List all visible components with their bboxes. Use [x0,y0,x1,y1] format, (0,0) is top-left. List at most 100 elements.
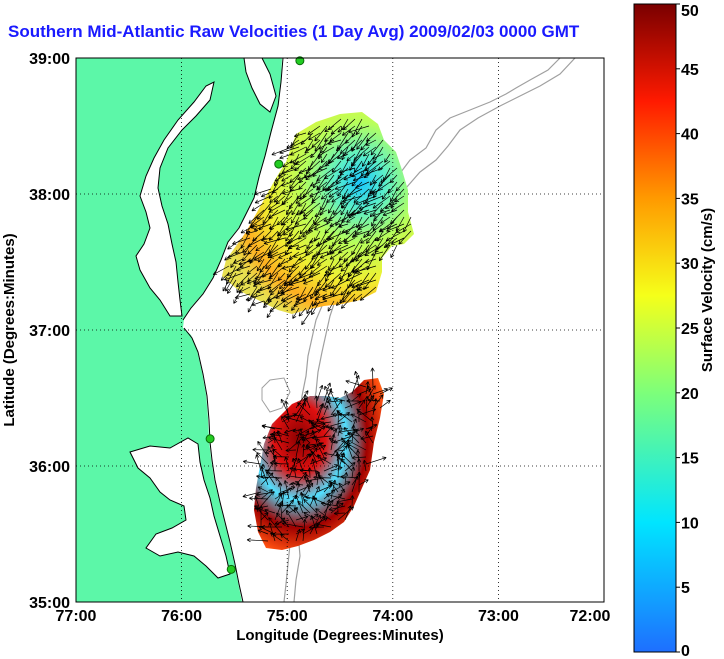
velocity-vector [337,424,342,437]
velocity-vector [279,146,300,155]
velocity-vector [384,202,398,210]
velocity-vector [303,498,318,514]
velocity-vector [285,230,293,242]
velocity-vector [326,397,332,409]
velocity-vector [299,216,314,235]
velocity-vector [293,300,307,307]
y-tick-label: 37:00 [29,323,70,340]
pamlico-sound [129,437,231,579]
plot-frame [75,57,605,603]
velocity-vector [245,230,258,236]
velocity-vector [303,279,314,285]
velocity-vector [324,125,335,133]
velocity-vector [313,300,328,306]
velocity-vector [302,230,314,238]
velocity-vector [319,195,328,211]
velocity-vector [251,202,265,212]
velocity-vector [276,223,293,237]
velocity-vector [297,402,311,416]
velocity-vector [330,481,339,493]
velocity-vector [372,153,384,160]
velocity-vector [333,511,346,516]
velocity-vector [309,237,321,244]
velocity-vector [301,443,306,458]
velocity-vector [365,423,378,430]
velocity-vector [365,395,375,409]
colorbar-tick-label: 25 [681,321,699,338]
velocity-vector [380,216,391,224]
velocity-vector [318,475,332,486]
velocity-vector [243,244,251,256]
velocity-vector [371,251,384,257]
velocity-vector [253,223,272,231]
velocity-vector [337,412,350,423]
velocity-vector [292,307,300,319]
velocity-vector [338,251,349,261]
velocity-vector [360,237,370,244]
velocity-vector [312,251,328,258]
velocity-vector [254,272,272,280]
chesapeake-bay [135,81,215,317]
velocity-vector [268,265,286,280]
velocity-vector [252,447,269,452]
velocity-vector [261,424,283,430]
velocity-vector [350,279,363,287]
velocity-vector [277,272,286,281]
velocity-vector [316,444,327,451]
velocity-vector [293,132,307,138]
velocity-vector [288,244,300,250]
radar-station-marker [295,56,305,66]
velocity-vector [348,125,370,134]
velocity-vector [355,279,377,288]
colorbar-tick-label: 50 [681,3,699,20]
velocity-vector [295,441,301,458]
velocity-vector [365,456,387,465]
velocity-vector [359,286,377,301]
radar-station-marker [274,159,284,169]
velocity-vector [390,188,398,202]
velocity-vector [389,174,398,184]
velocity-vector [274,174,286,182]
velocity-vector [351,393,362,402]
velocity-vector [291,258,307,268]
velocity-vector [328,258,335,271]
velocity-vector [278,251,293,259]
velocity-vector [326,195,335,204]
velocity-vector [256,286,272,294]
velocity-vector [323,451,346,458]
velocity-vector [301,307,314,326]
velocity-vector [233,258,244,264]
velocity-vector [299,433,311,444]
velocity-vector [325,493,346,500]
velocity-vector [298,307,307,317]
velocity-vector [278,167,293,177]
velocity-vector [398,230,412,245]
velocity-vector [370,416,375,430]
colorbar-tick-label: 45 [681,62,699,79]
velocity-vector [298,167,314,174]
velocity-vector [295,396,308,416]
velocity-vector [267,293,286,302]
velocity-vector [282,160,293,168]
velocity-vector [340,202,349,216]
velocity-vector [272,454,278,472]
velocity-vector [258,244,272,263]
velocity-vector [291,202,300,216]
y-tick-label: 39:00 [29,51,70,68]
colorbar [633,3,677,653]
velocity-vector [254,195,272,204]
velocity-vector [319,139,328,154]
velocity-vector [257,486,269,493]
velocity-vector [310,279,321,300]
velocity-vector [337,452,345,472]
velocity-vector [280,534,290,542]
velocity-vector [309,513,319,521]
velocity-vector [351,374,360,395]
velocity-vector [256,258,265,272]
velocity-vector [346,153,356,162]
velocity-vector [338,237,349,245]
velocity-vector [305,442,325,448]
velocity-vector [284,279,300,285]
velocity-vector [270,532,283,542]
velocity-vector [269,300,286,312]
